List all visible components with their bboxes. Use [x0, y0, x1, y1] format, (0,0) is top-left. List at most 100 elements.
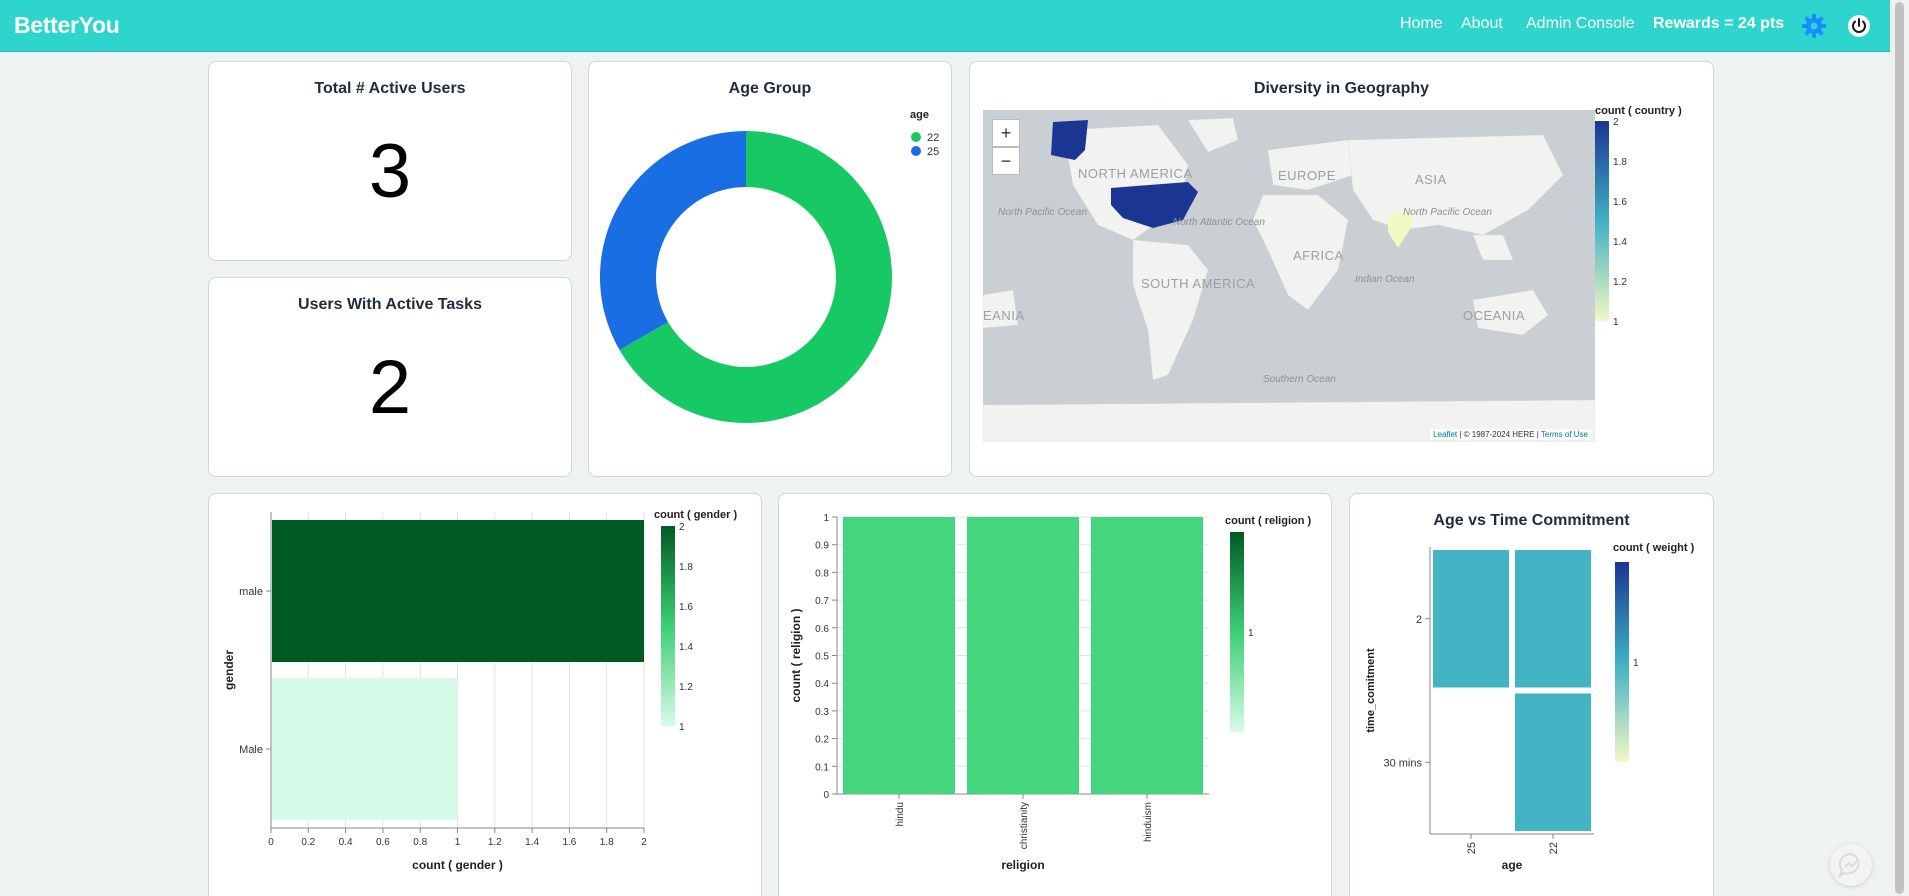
continent-australia: [1472, 289, 1549, 336]
map-label-asia: ASIA: [1415, 172, 1447, 187]
geography-card: Diversity in Geography NORTH AMERICA EUR…: [969, 61, 1714, 477]
gender-y-tick-label: male: [239, 586, 263, 598]
religion-legend-gradient: [1230, 532, 1244, 732]
gear-icon[interactable]: [1801, 13, 1827, 39]
time-commitment-title: Age vs Time Commitment: [1433, 512, 1630, 529]
gender-x-tick-label: 1: [455, 837, 461, 848]
region-india: [1388, 210, 1413, 248]
terms-of-use-link[interactable]: Terms of Use: [1540, 430, 1588, 439]
map-label-north-pacific-right: North Pacific Ocean: [1403, 207, 1492, 218]
gender-y-axis-title: gender: [222, 650, 236, 690]
religion-y-tick-label: 0.9: [815, 541, 829, 552]
gender-legend-tick: 1.6: [679, 602, 693, 613]
religion-y-tick-label: 0.6: [815, 624, 829, 635]
active-tasks-value: 2: [368, 345, 412, 430]
map-label-south-america: SOUTH AMERICA: [1141, 276, 1255, 291]
time-x-axis-title: age: [1502, 858, 1523, 872]
active-tasks-title: Users With Active Tasks: [298, 296, 482, 313]
chat-widget-button[interactable]: [1830, 844, 1872, 886]
time-commitment-card: Age vs Time Commitment 2 30 mins 25 22 age ti…: [1349, 493, 1714, 896]
map-label-north-america: NORTH AMERICA: [1078, 166, 1193, 181]
leaflet-link[interactable]: Leaflet: [1433, 430, 1458, 439]
religion-bar-hinduism[interactable]: [1091, 517, 1203, 794]
world-map[interactable]: NORTH AMERICA EUROPE ASIA AFRICA SOUTH A…: [983, 110, 1595, 442]
map-zoom-in-button[interactable]: +: [992, 119, 1020, 147]
age-legend-swatch-22: [911, 132, 921, 142]
religion-y-tick-label: 0: [823, 790, 829, 801]
geo-legend-tick: 1.6: [1613, 197, 1627, 208]
time-cell-22-1[interactable]: [1515, 693, 1591, 832]
map-copyright: | © 1987-2024 HERE |: [1457, 430, 1541, 439]
gender-bar-Male[interactable]: [272, 678, 458, 820]
map-attribution: Leaflet | © 1987-2024 HERE | Terms of Us…: [1430, 429, 1591, 440]
nav-home-link[interactable]: Home: [1400, 15, 1443, 32]
time-cell-25-0[interactable]: [1433, 550, 1509, 688]
religion-bar-hindu[interactable]: [843, 517, 955, 794]
religion-y-tick-label: 0.1: [815, 762, 829, 773]
time-legend-tick: 1: [1633, 658, 1639, 669]
gender-y-tick-label: Male: [239, 744, 263, 756]
gender-legend-tick: 2: [679, 522, 685, 533]
map-zoom-out-button[interactable]: −: [992, 147, 1020, 175]
gender-x-tick-label: 0.2: [301, 837, 315, 848]
religion-y-tick-label: 0.2: [815, 735, 829, 746]
geography-legend: count ( country ) 2 1.8 1.6 1.4 1.2 1: [1595, 105, 1682, 328]
gender-legend-tick: 1.8: [679, 562, 693, 573]
gender-x-tick-label: 2: [641, 837, 647, 848]
time-y-tick-label: 30 mins: [1383, 757, 1422, 769]
age-legend-title: age: [910, 109, 929, 121]
gender-legend-tick: 1: [679, 722, 685, 733]
geo-legend-tick: 1: [1613, 317, 1619, 328]
gender-legend-gradient: [661, 526, 675, 726]
religion-legend-tick: 1: [1248, 628, 1254, 639]
gender-x-tick-label: 0.8: [413, 837, 427, 848]
age-legend-swatch-25: [911, 146, 921, 156]
age-slice-22[interactable]: [619, 131, 892, 423]
time-cell-22-0[interactable]: [1515, 550, 1591, 688]
religion-x-tick-label: hinduism: [1143, 802, 1154, 842]
gender-x-axis-title: count ( gender ): [412, 858, 503, 872]
map-label-north-pacific-left: North Pacific Ocean: [998, 207, 1087, 218]
religion-y-tick-label: 0.4: [815, 679, 829, 690]
gender-legend-title: count ( gender ): [654, 509, 737, 521]
nav-admin-console-link[interactable]: Admin Console: [1526, 15, 1635, 32]
geo-legend-tick: 2: [1613, 117, 1619, 128]
active-users-value: 3: [368, 129, 412, 214]
time-heatmap-chart: 2 30 mins 25 22 age time_comitment count ( wei…: [1365, 542, 1695, 872]
religion-y-tick-label: 0.3: [815, 707, 829, 718]
nav-about-link[interactable]: About: [1461, 15, 1503, 32]
gender-x-tick-label: 0.4: [339, 837, 353, 848]
map-label-north-atlantic: North Atlantic Ocean: [1173, 217, 1265, 228]
time-legend-title: count ( weight ): [1613, 542, 1695, 554]
map-label-oceania-left: EANIA: [983, 308, 1025, 323]
age-group-title: Age Group: [728, 80, 812, 97]
gender-x-tick-label: 1.6: [562, 837, 576, 848]
geography-title: Diversity in Geography: [1253, 80, 1430, 97]
religion-x-tick-label: christianity: [1019, 802, 1030, 849]
age-legend-label-25: 25: [927, 146, 939, 158]
brand-logo[interactable]: BetterYou: [14, 12, 120, 38]
power-icon[interactable]: [1846, 13, 1872, 39]
continent-greenland: [1187, 117, 1239, 153]
religion-y-tick-label: 0.7: [815, 596, 829, 607]
geo-legend-gradient: [1595, 121, 1609, 321]
gender-x-tick-label: 0: [268, 837, 274, 848]
religion-legend-title: count ( religion ): [1225, 515, 1311, 527]
map-label-africa: AFRICA: [1293, 248, 1344, 263]
gender-legend-tick: 1.4: [679, 642, 693, 653]
scrollbar-thumb[interactable]: [1895, 2, 1904, 894]
religion-bar-christianity[interactable]: [967, 517, 1079, 794]
active-tasks-card: Users With Active Tasks 2: [208, 277, 572, 477]
age-group-card: Age Group age 22 25: [588, 61, 952, 477]
time-legend-gradient: [1615, 562, 1629, 762]
age-slice-25[interactable]: [600, 131, 746, 350]
religion-y-tick-label: 0.8: [815, 568, 829, 579]
map-label-indian-ocean: Indian Ocean: [1355, 274, 1415, 285]
chat-icon: [1838, 852, 1860, 879]
map-label-europe: EUROPE: [1278, 168, 1336, 183]
continent-south-america: [1132, 239, 1209, 381]
gender-x-tick-label: 1.2: [488, 837, 502, 848]
gender-x-tick-label: 1.8: [600, 837, 614, 848]
age-donut-chart: age 22 25: [600, 109, 939, 423]
gender-bar-male[interactable]: [272, 520, 644, 662]
